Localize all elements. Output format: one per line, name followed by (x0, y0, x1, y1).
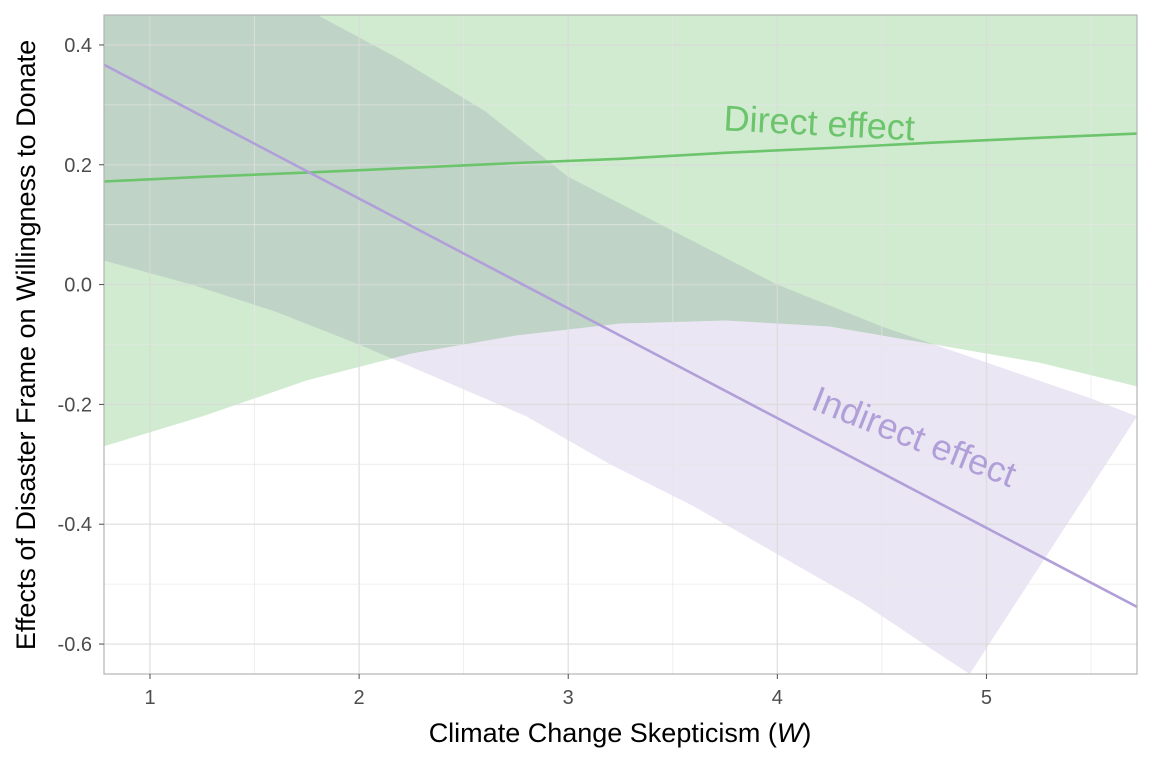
x-axis-title-variable: W (777, 718, 805, 748)
series-line-indirect (104, 63, 1137, 609)
x-tick-label: 5 (981, 687, 992, 709)
x-tick-label: 3 (563, 687, 574, 709)
series-line-direct (104, 132, 1137, 183)
x-axis-title: Climate Change Skepticism (W) (429, 718, 812, 748)
x-tick-label: 1 (144, 687, 155, 709)
x-tick-label: 4 (772, 687, 783, 709)
y-tick-label: -0.4 (58, 514, 92, 536)
x-axis-title-text: Climate Change Skepticism ( (429, 718, 777, 748)
y-tick-label: 0.4 (64, 35, 92, 57)
y-tick-label: -0.6 (58, 634, 92, 656)
annotation-direct-effect: Direct effect (723, 97, 916, 148)
grid (104, 15, 1137, 674)
y-axis-ticks: 0.4 0.2 0.0 -0.2 -0.4 -0.6 (58, 35, 104, 656)
x-tick-label: 2 (354, 687, 365, 709)
panel-border (103, 14, 1138, 675)
x-axis-ticks: 1 2 3 4 5 (144, 674, 992, 709)
x-axis-title-close: ) (802, 718, 811, 748)
series-lines (104, 63, 1137, 609)
y-tick-label: 0.2 (64, 155, 92, 177)
y-tick-label: 0.0 (64, 275, 92, 297)
y-tick-label: -0.2 (58, 394, 92, 416)
y-axis-title: Effects of Disaster Frame on Willingness… (11, 40, 41, 650)
